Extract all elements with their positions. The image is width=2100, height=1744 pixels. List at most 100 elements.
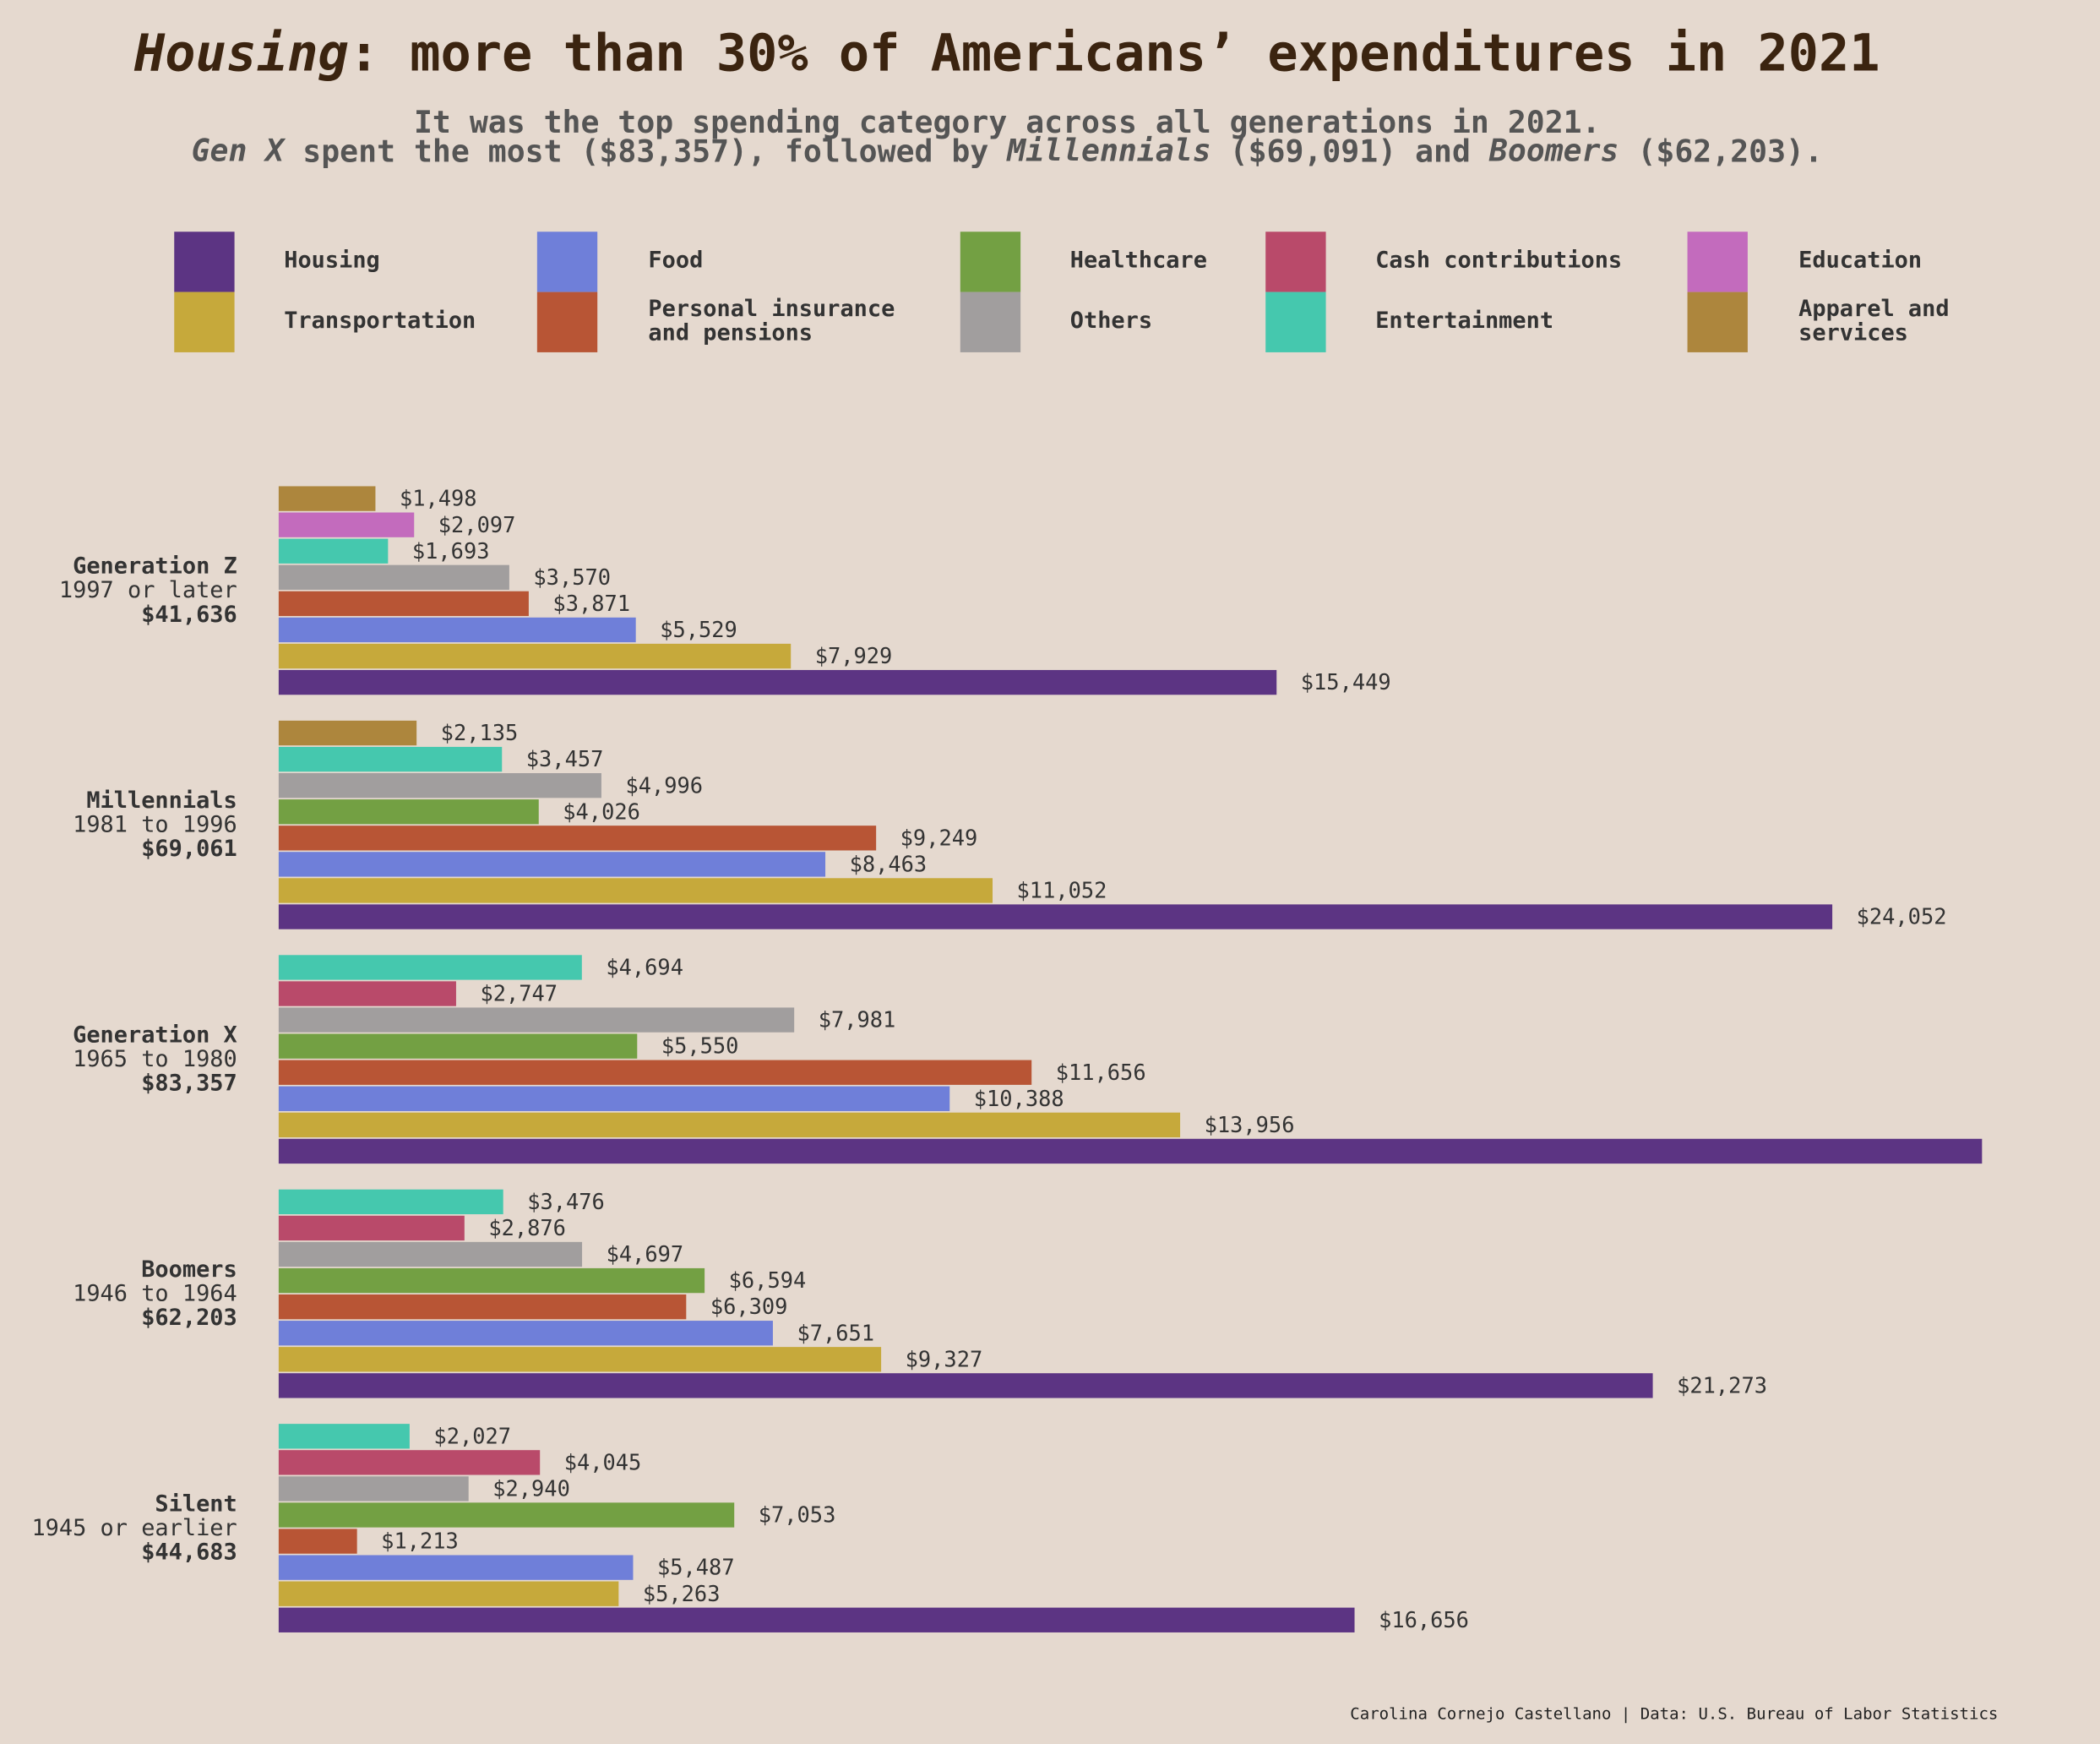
legend-swatch [1265, 292, 1326, 352]
credit: Carolina Cornejo Castellano | Data: U.S.… [1350, 1705, 1998, 1724]
value-label: $3,457 [526, 746, 604, 771]
bar [278, 591, 529, 617]
bar [278, 1476, 469, 1501]
legend-label: Personal insurance and pensions [648, 296, 895, 346]
group-name: Millennials [86, 788, 237, 814]
bar [278, 1215, 465, 1241]
value-label: $5,550 [661, 1033, 739, 1059]
bar [278, 1138, 1983, 1164]
value-label: $2,097 [438, 512, 516, 537]
bar [278, 1450, 541, 1475]
value-label: $3,570 [533, 564, 611, 590]
chart-title-run: Housing [133, 24, 349, 83]
group-years: 1997 or later [59, 577, 237, 603]
value-label: $2,747 [480, 981, 558, 1006]
value-label: $1,498 [400, 486, 477, 511]
bar [278, 1502, 735, 1528]
chart-subtitle-run: Boomers [1488, 133, 1619, 169]
bar [278, 1607, 1355, 1632]
bar [278, 746, 503, 772]
value-label: $5,263 [643, 1581, 721, 1606]
legend-label: Cash contributions [1375, 248, 1622, 274]
legend-label: Food [648, 248, 703, 274]
legend-label: Healthcare [1070, 248, 1207, 274]
chart-subtitle-run: ($62,203). [1619, 133, 1823, 169]
value-label: $9,327 [906, 1346, 983, 1371]
value-label: $4,996 [625, 772, 703, 798]
legend-swatch [1687, 232, 1748, 292]
value-label: $7,981 [819, 1007, 896, 1033]
group-years: 1945 or earlier [31, 1515, 237, 1541]
value-label: $3,871 [552, 591, 630, 616]
value-label: $4,026 [563, 798, 640, 824]
bar [278, 878, 993, 903]
value-label: $2,027 [433, 1423, 511, 1448]
chart-title-run: : more than 30% of Americans’ expenditur… [349, 24, 1880, 83]
value-label: $4,045 [564, 1449, 642, 1474]
legend-label: Transportation [284, 308, 476, 334]
bar [278, 538, 389, 564]
bar [278, 669, 1277, 695]
legend-label: Others [1070, 308, 1152, 334]
value-label: $5,529 [660, 617, 737, 642]
value-label: $1,693 [412, 538, 490, 564]
value-label: $7,651 [797, 1320, 874, 1345]
chart-subtitle-run: Millennials [1005, 133, 1210, 169]
bar [278, 1581, 619, 1606]
legend-swatch [174, 232, 235, 292]
bar [278, 512, 415, 537]
value-label: $13,956 [1205, 1112, 1295, 1137]
chart-subtitle: Gen X spent the most ($83,357), followed… [192, 133, 1823, 170]
legend-swatch [1265, 232, 1326, 292]
value-label: $7,053 [759, 1502, 836, 1528]
chart-title: Housing: more than 30% of Americans’ exp… [133, 24, 1880, 83]
chart-subtitle-run: It was the top spending category across … [414, 103, 1601, 139]
group-total: $69,061 [141, 836, 237, 862]
value-label: $5,487 [657, 1555, 735, 1580]
group-name: Generation Z [73, 553, 237, 580]
legend-swatch [960, 232, 1021, 292]
bar [278, 1267, 705, 1294]
group-total: $83,357 [141, 1071, 237, 1097]
group-name: Boomers [141, 1256, 237, 1283]
bar [278, 1555, 634, 1580]
chart-subtitle-run: ($69,091) and [1211, 133, 1489, 169]
bar [278, 852, 826, 877]
bar [278, 720, 417, 746]
bar [278, 1241, 583, 1267]
value-label: $4,694 [606, 955, 683, 980]
legend-swatch [536, 232, 598, 292]
bar [278, 1424, 410, 1449]
legend-label: Apparel and services [1798, 296, 1949, 346]
bar [278, 981, 456, 1006]
group-years: 1981 to 1996 [73, 812, 237, 838]
bar [278, 904, 1833, 929]
chart-subtitle-run: Gen X [192, 133, 286, 169]
group-years: 1946 to 1964 [73, 1280, 237, 1306]
bar [278, 617, 636, 643]
bar [278, 1189, 503, 1215]
value-label: $10,388 [974, 1086, 1064, 1111]
legend-swatch [1687, 292, 1748, 352]
bar [278, 1112, 1181, 1138]
value-label: $6,594 [729, 1267, 807, 1293]
value-label: $9,249 [900, 825, 978, 850]
value-label: $15,449 [1301, 669, 1391, 695]
bar [278, 1321, 773, 1346]
legend-swatch [536, 292, 598, 352]
bar [278, 1347, 882, 1372]
bar [278, 1060, 1032, 1085]
bar [278, 564, 509, 590]
value-label: $8,463 [850, 851, 928, 876]
bar [278, 1294, 687, 1320]
bar [278, 1373, 1653, 1398]
chart-subtitle: It was the top spending category across … [414, 103, 1601, 139]
bar [278, 773, 601, 798]
value-label: $2,876 [488, 1215, 566, 1240]
value-label: $11,656 [1056, 1060, 1146, 1085]
bar [278, 1086, 950, 1111]
chart-subtitle-run: spent the most ($83,357), followed by [284, 133, 1007, 169]
legend-swatch [960, 292, 1021, 352]
bar [278, 955, 582, 980]
